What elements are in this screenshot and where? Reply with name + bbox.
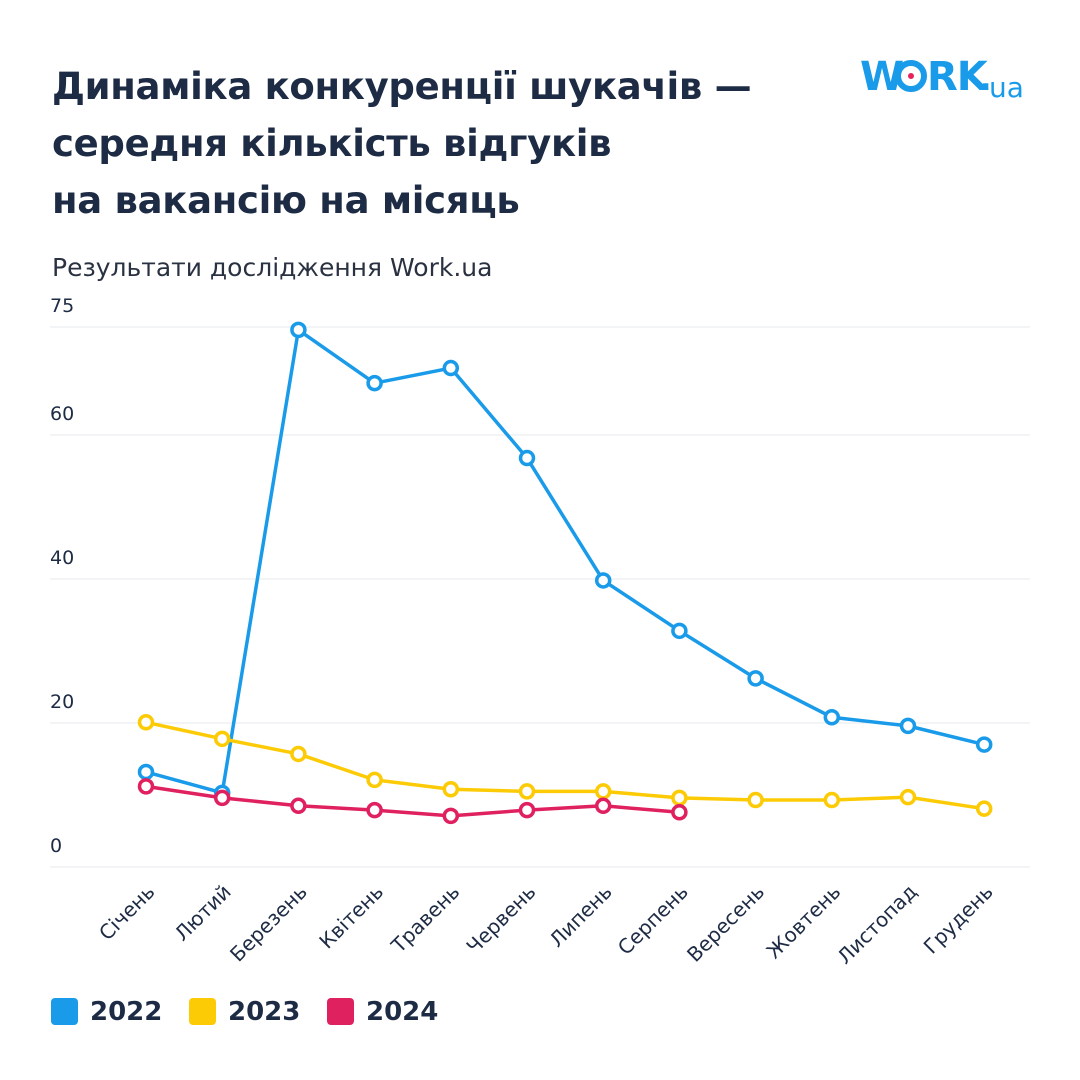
data-point-2023-6	[518, 783, 536, 800]
data-point-2022-8	[671, 622, 688, 640]
data-point-2023-1	[137, 714, 155, 731]
legend-label-2022: 2022	[90, 997, 163, 1027]
data-point-2024-4	[366, 801, 383, 819]
data-point-2023-11	[899, 788, 917, 806]
data-point-2022-12	[975, 736, 993, 753]
legend-swatch-2024	[327, 998, 354, 1025]
x-tick-label-1: Січень	[94, 880, 159, 945]
logo-letters-rk: RK	[927, 54, 988, 100]
logo-target-icon	[895, 60, 927, 92]
x-tick-label-6: Червень	[462, 880, 541, 959]
logo-dot: .	[980, 62, 991, 97]
y-tick-label-75: 75	[50, 295, 74, 317]
x-tick-label-9: Вересень	[682, 880, 769, 967]
data-point-2024-3	[290, 797, 307, 815]
x-tick-label-4: Квітень	[314, 880, 388, 954]
data-point-2022-4	[366, 374, 383, 392]
x-tick-label-11: Листопад	[832, 880, 921, 969]
data-point-2022-5	[442, 359, 460, 377]
x-tick-label-3: Березень	[225, 880, 312, 967]
data-point-2022-1	[137, 763, 155, 781]
data-point-2023-8	[671, 789, 688, 807]
data-point-2024-2	[213, 789, 231, 807]
data-point-2024-1	[137, 778, 155, 795]
data-point-2023-12	[975, 800, 993, 817]
legend-swatch-2023	[189, 998, 216, 1025]
logo-ua: ua	[989, 71, 1024, 104]
chart-legend: 2022 2023 2024	[0, 997, 1080, 1037]
data-point-2024-6	[518, 801, 536, 819]
series-line-2024	[144, 784, 682, 818]
legend-label-2024: 2024	[366, 997, 439, 1027]
data-point-2023-3	[290, 745, 307, 763]
data-point-2022-10	[823, 708, 841, 726]
data-point-2023-4	[366, 771, 383, 789]
page-title: Динаміка конкуренції шукачів — середня к…	[52, 58, 812, 229]
data-point-2024-8	[671, 804, 688, 821]
y-tick-label-40: 40	[50, 547, 74, 569]
title-line-1: Динаміка конкуренції шукачів —	[52, 65, 752, 108]
y-tick-label-20: 20	[50, 691, 74, 713]
subtitle: Результати дослідження Work.ua	[52, 253, 493, 282]
x-tick-label-12: Грудень	[919, 880, 998, 959]
data-point-2022-6	[518, 449, 536, 467]
data-point-2023-2	[213, 730, 231, 748]
data-point-2024-5	[442, 807, 460, 825]
y-tick-label-60: 60	[50, 403, 74, 425]
series-line-2023	[144, 720, 986, 811]
series-line-2022	[144, 328, 986, 795]
legend-swatch-2022	[51, 998, 78, 1025]
title-line-2: середня кількість відгуків	[52, 122, 612, 165]
legend-label-2023: 2023	[228, 997, 301, 1027]
data-point-2022-11	[899, 717, 917, 735]
data-point-2023-5	[442, 780, 460, 798]
x-tick-label-2: Лютий	[170, 880, 236, 946]
data-point-2023-7	[594, 783, 612, 800]
data-point-2024-7	[594, 797, 612, 815]
workua-logo: W RK . ua	[860, 54, 1035, 105]
data-point-2022-3	[290, 321, 307, 339]
x-tick-label-7: Липень	[544, 880, 616, 952]
data-point-2023-9	[747, 791, 764, 809]
x-tick-label-8: Серпень	[613, 880, 693, 960]
title-line-3: на вакансію на місяць	[52, 179, 520, 222]
y-tick-label-0: 0	[50, 835, 62, 857]
data-point-2022-9	[747, 670, 764, 687]
data-point-2022-7	[594, 572, 612, 589]
data-point-2023-10	[823, 791, 841, 809]
x-tick-label-5: Травень	[386, 880, 465, 959]
